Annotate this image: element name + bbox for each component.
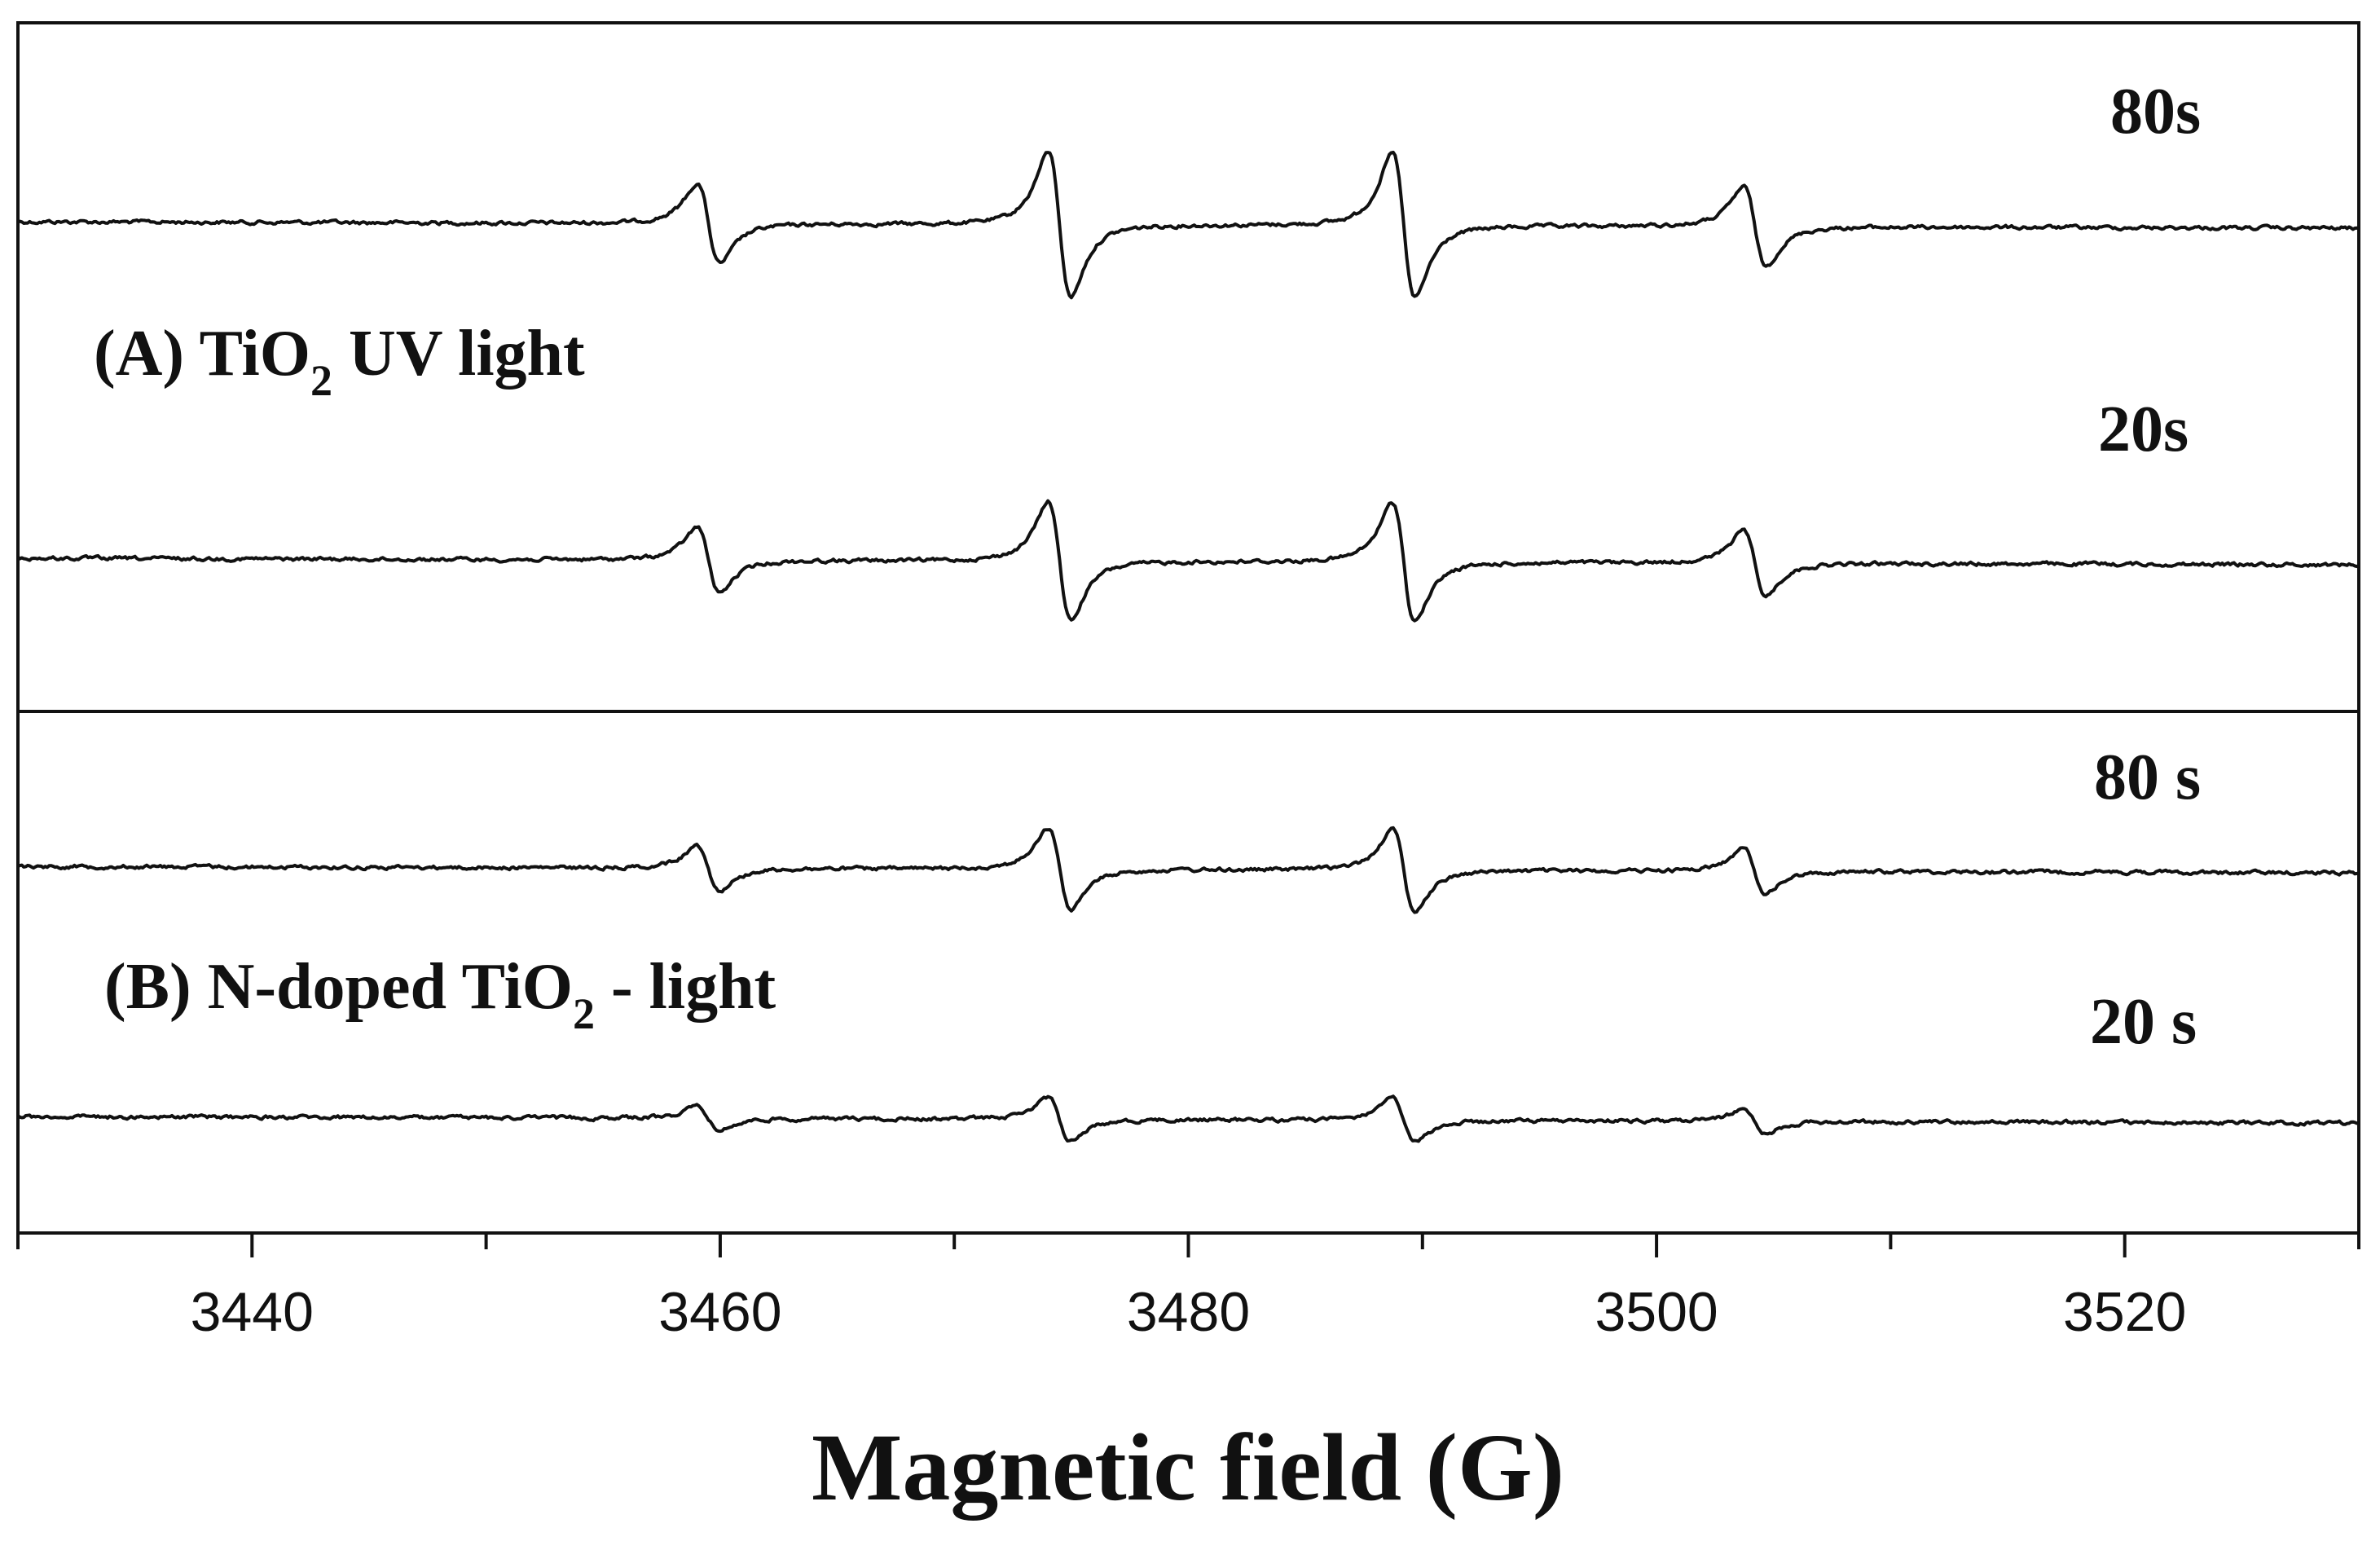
panel-b-label-rest: - light <box>595 951 776 1023</box>
panel-a-label-rest: UV light <box>332 318 585 390</box>
x-tick-label: 3460 <box>658 1281 781 1343</box>
x-axis-ticks: 3440 3460 3480 3500 3520 <box>16 1233 2360 1343</box>
panel-a-label: (A) TiO2 UV light <box>94 318 585 405</box>
panel-a-label-main: (A) TiO <box>94 318 310 390</box>
spectrum-line <box>17 150 2360 300</box>
x-tick-label: 3500 <box>1595 1281 1718 1343</box>
spectrum-line <box>16 1094 2360 1143</box>
series-label-a-20s: 20s <box>2098 394 2189 465</box>
panel-b-label-sub: 2 <box>573 989 595 1038</box>
panel-b-label-main: (B) N-doped TiO <box>104 951 573 1023</box>
spectra-group <box>16 150 2360 1143</box>
spectrum-line <box>17 826 2360 914</box>
x-tick-label: 3480 <box>1127 1281 1250 1343</box>
panel-a-label-sub: 2 <box>310 356 332 405</box>
series-label-b-20s: 20 s <box>2090 986 2197 1058</box>
x-axis-label: Magnetic field (G) <box>812 1414 1564 1521</box>
panel-b-label: (B) N-doped TiO2 - light <box>104 951 776 1038</box>
spectrum-line <box>16 499 2360 623</box>
series-label-b-80s: 80 s <box>2094 742 2201 813</box>
x-tick-label: 3520 <box>2063 1281 2186 1343</box>
series-label-a-80s: 80s <box>2110 76 2201 148</box>
x-tick-label: 3440 <box>191 1281 314 1343</box>
